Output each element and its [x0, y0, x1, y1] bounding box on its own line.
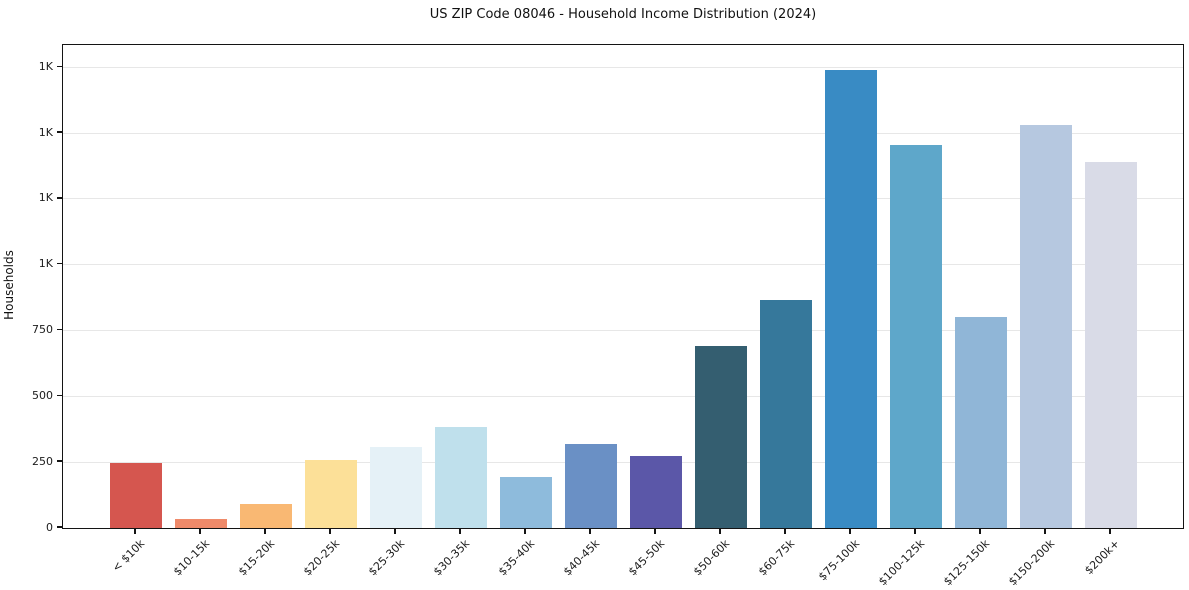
ytick-label-1250: 1K: [38, 191, 53, 205]
xtick-label-1: $10-15k: [170, 537, 213, 579]
bar-45-50k: [630, 455, 682, 528]
xtick-mark-7: [589, 529, 591, 534]
xtick-label-4: $25-30k: [365, 537, 408, 579]
ytick-mark-750: [57, 328, 62, 331]
ytick-label-1000: 1K: [38, 257, 53, 271]
gridline-y1500: [63, 132, 1183, 134]
xtick-label-15: $200k+: [1082, 537, 1123, 578]
bar-10k: [110, 462, 162, 528]
xtick-mark-2: [264, 529, 266, 534]
ytick-mark-0: [57, 526, 62, 528]
xtick-mark-3: [329, 529, 331, 534]
ytick-mark-1750: [57, 65, 62, 68]
ytick-mark-500: [57, 394, 62, 397]
xtick-label-0: < $10k: [109, 537, 148, 575]
gridline-y1000: [63, 264, 1183, 266]
xtick-label-3: $20-25k: [300, 537, 343, 579]
xtick-mark-5: [459, 529, 461, 534]
bar-35-40k: [500, 476, 552, 528]
xtick-label-13: $125-150k: [941, 537, 993, 589]
ytick-mark-1000: [57, 263, 62, 265]
xtick-mark-8: [654, 529, 656, 534]
bar-50-60k: [695, 345, 747, 528]
bar-200k: [1085, 162, 1137, 528]
ytick-label-1500: 1K: [38, 125, 53, 139]
xtick-label-8: $45-50k: [625, 537, 668, 579]
xtick-mark-9: [719, 529, 721, 534]
xtick-mark-0: [134, 529, 136, 534]
xtick-label-2: $15-20k: [235, 537, 278, 579]
bar-150-200k: [1020, 125, 1072, 528]
gridline-y500: [63, 395, 1183, 397]
bar-20-25k: [305, 460, 357, 528]
gridline-y1250: [63, 198, 1183, 200]
xtick-mark-11: [849, 529, 851, 534]
ytick-label-0: 0: [46, 520, 53, 534]
xtick-label-6: $35-40k: [495, 537, 538, 579]
xtick-mark-14: [1044, 529, 1046, 534]
bar-125-150k: [955, 317, 1007, 528]
ytick-label-500: 500: [32, 388, 53, 402]
xtick-mark-4: [394, 529, 396, 534]
y-axis-label: Households: [2, 250, 16, 320]
xtick-mark-15: [1109, 529, 1111, 534]
gridline-y750: [63, 330, 1183, 332]
ytick-mark-250: [57, 460, 62, 462]
xtick-label-7: $40-45k: [560, 537, 603, 579]
xtick-label-5: $30-35k: [430, 537, 473, 579]
bar-30-35k: [435, 426, 487, 528]
xtick-label-11: $75-100k: [815, 537, 863, 584]
ytick-label-750: 750: [32, 323, 53, 337]
gridline-y1750: [63, 66, 1183, 68]
xtick-label-10: $60-75k: [755, 537, 798, 579]
bar-25-30k: [370, 446, 422, 528]
xtick-mark-6: [524, 529, 526, 534]
xtick-mark-10: [784, 529, 786, 534]
bar-100-125k: [890, 145, 942, 528]
bar-10-15k: [175, 518, 227, 528]
bar-75-100k: [825, 69, 877, 528]
ytick-mark-1500: [57, 131, 62, 133]
xtick-label-9: $50-60k: [690, 537, 733, 579]
xtick-mark-12: [914, 529, 916, 534]
ytick-label-250: 250: [32, 454, 53, 468]
xtick-mark-1: [199, 529, 201, 534]
xtick-mark-13: [979, 529, 981, 534]
gridline-y250: [63, 461, 1183, 463]
ytick-label-1750: 1K: [38, 59, 53, 73]
bar-40-45k: [565, 443, 617, 528]
xtick-label-14: $150-200k: [1006, 537, 1058, 589]
bar-15-20k: [240, 503, 292, 528]
plot-area: [62, 44, 1184, 529]
ytick-mark-1250: [57, 197, 62, 199]
bar-60-75k: [760, 300, 812, 528]
xtick-label-12: $100-125k: [876, 537, 928, 589]
chart-title: US ZIP Code 08046 - Household Income Dis…: [429, 7, 817, 22]
